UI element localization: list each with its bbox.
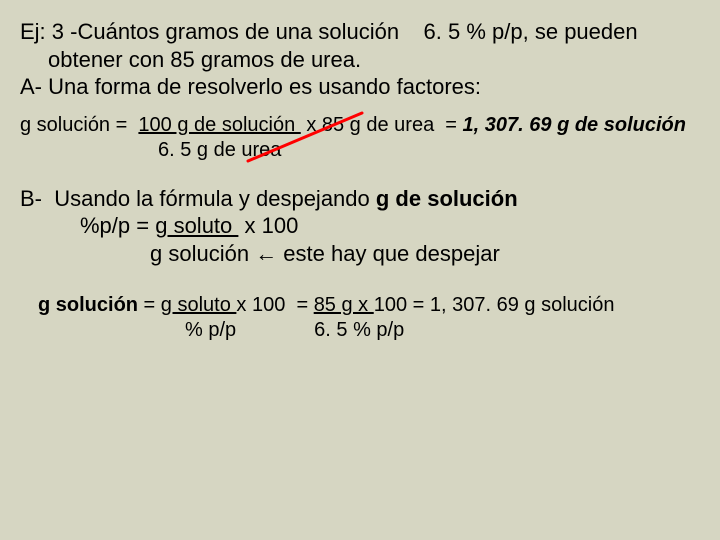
fe-a: g solución [38, 294, 138, 316]
partB-f1a: %p/p = [80, 213, 155, 238]
final-equation: g solución = g soluto x 100 = 85 g x 100… [20, 293, 700, 343]
fe-e: 85 g x [314, 294, 374, 316]
eqA-mid: x 85 g de urea = [301, 114, 463, 136]
fe-denom2: 6. 5 % p/p [314, 319, 404, 341]
fe-c: g soluto [161, 294, 237, 316]
partB-heading-bold: g de solución [376, 186, 518, 211]
fe-denom1: % p/p [185, 319, 236, 341]
partB-f2b: ← este hay que despejar [249, 241, 500, 266]
partB-f2a: g solución [150, 241, 249, 266]
intro-line-1: Ej: 3 -Cuántos gramos de una solución 6.… [20, 18, 700, 46]
intro-block: Ej: 3 -Cuántos gramos de una solución 6.… [20, 18, 700, 101]
partB-heading-prefix: B- Usando la fórmula y despejando [20, 186, 376, 211]
fe-b: = [138, 294, 161, 316]
intro-line-3: A- Una forma de resolverlo es usando fac… [20, 73, 700, 101]
eqA-result: 1, 307. 69 g de solución [463, 114, 686, 136]
part-b-block: B- Usando la fórmula y despejando g de s… [20, 185, 700, 268]
eqA-denominator: 6. 5 g de urea [20, 138, 700, 163]
eqA-prefix: g solución = [20, 114, 138, 136]
eqA-numerator: 100 g de solución [138, 114, 300, 136]
partB-f1c: x 100 [238, 213, 298, 238]
fe-f: 100 = 1, 307. 69 g solución [374, 294, 615, 316]
fe-d: x 100 = [236, 294, 313, 316]
partB-f1b: g soluto [155, 213, 238, 238]
intro-line-2: obtener con 85 gramos de urea. [20, 46, 700, 74]
equation-a: g solución = 100 g de solución x 85 g de… [20, 113, 700, 163]
